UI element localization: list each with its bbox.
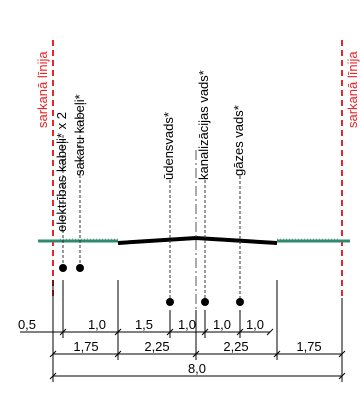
utility-point-gazes: [236, 298, 244, 306]
dimension-ticks: [49, 328, 346, 380]
utility-point-udensvads: [166, 298, 174, 306]
utility-point-sakaru: [76, 264, 84, 272]
utility-label-udensvads: ūdensvads*: [161, 112, 176, 180]
dim-row1-0: 0,5: [18, 317, 36, 332]
dim-row1-4: 1,0: [213, 317, 231, 332]
dim-row2-1: 2,25: [144, 339, 169, 354]
dim-row2-0: 1,75: [73, 339, 98, 354]
dim-row2-3: 1,75: [296, 339, 321, 354]
dimension-lines: [53, 331, 342, 377]
utility-label-elektribas: elektrības kabeļi* x 2: [54, 112, 69, 232]
utility-point-kanalizacijas: [201, 298, 209, 306]
utility-point-elektribas: [59, 264, 67, 272]
utility-label-kanalizacijas: kanalizācijas vads*: [196, 70, 211, 180]
road-surface: [117, 235, 278, 245]
dim-total: 8,0: [188, 361, 206, 376]
dim-row1-2: 1,5: [135, 317, 153, 332]
dim-row2-2: 2,25: [223, 339, 248, 354]
red-line-left-label: sarkanā līnija: [35, 51, 50, 128]
dim-row1-3: 1,0: [178, 317, 196, 332]
utility-label-gazes: gāzes vads*: [231, 105, 246, 176]
dimension-extension-lines: [20, 280, 343, 382]
dim-row1-5: 1,0: [246, 317, 264, 332]
red-line-right-label: sarkanā līnija: [345, 51, 360, 128]
dim-row1-1: 1,0: [88, 317, 106, 332]
utility-label-sakaru: sakaru kabeļi*: [72, 94, 87, 176]
